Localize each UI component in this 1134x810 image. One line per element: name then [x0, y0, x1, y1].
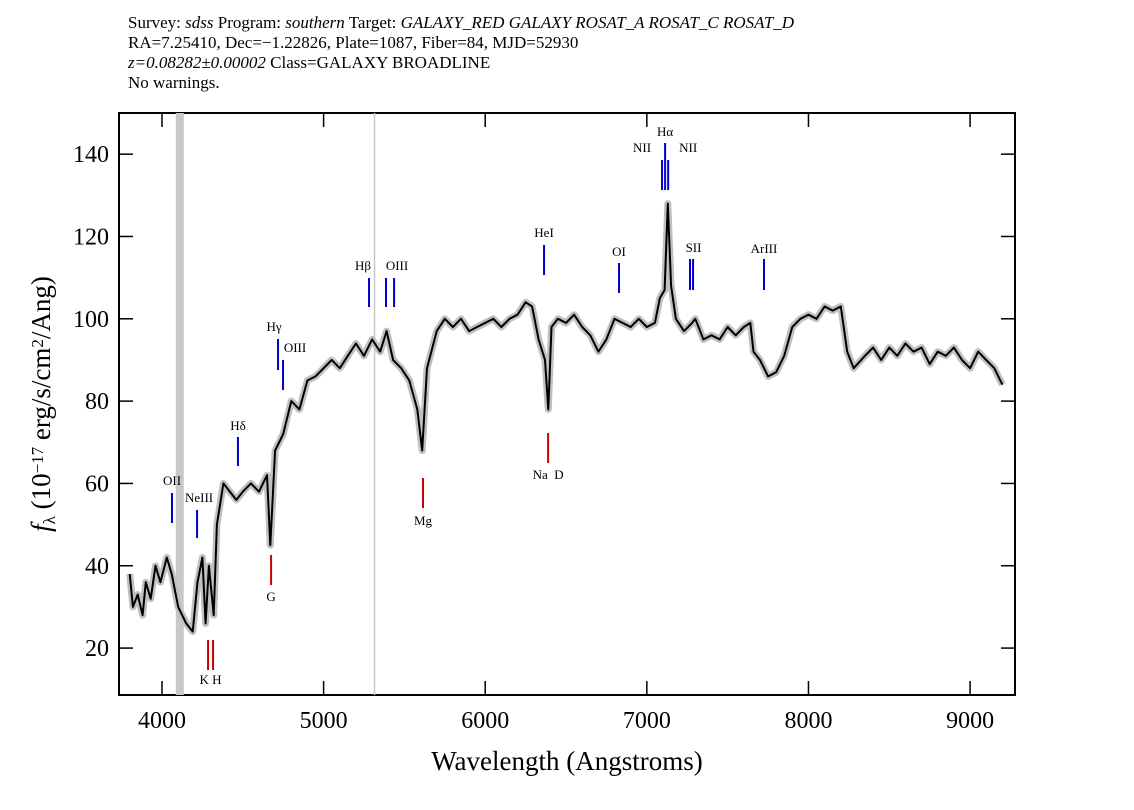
header-text: RA=7.25410, Dec=−1.22826, Plate=1087, Fi… — [128, 33, 578, 52]
y-label-part: f — [26, 521, 56, 532]
line-label: NII — [679, 140, 697, 155]
header-line: No warnings. — [128, 73, 220, 92]
x-tick-label: 7000 — [623, 708, 671, 734]
y-axis-label: fλ (10−17 erg/s/cm2/Ang) — [26, 276, 59, 532]
y-label-part: −17 — [28, 446, 47, 473]
line-label: Hδ — [230, 418, 246, 433]
x-tick-label: 4000 — [138, 708, 186, 734]
plot-frame — [118, 112, 1016, 696]
y-label-part: (10 — [26, 473, 56, 516]
line-label: OII — [163, 473, 181, 488]
line-label: Na D — [533, 467, 564, 482]
line-label: NeIII — [185, 490, 213, 505]
spectrum — [128, 202, 1004, 633]
y-tick-label: 60 — [85, 471, 109, 497]
header-text: southern — [285, 13, 345, 32]
header-text: No warnings. — [128, 73, 220, 92]
y-tick-label: 100 — [73, 307, 109, 333]
line-label: SII — [686, 240, 702, 255]
x-tick-label: 6000 — [461, 708, 509, 734]
y-tick-label: 20 — [85, 636, 109, 662]
y-label-part: λ — [40, 515, 59, 524]
x-tick-label: 5000 — [300, 708, 348, 734]
y-tick-label: 80 — [85, 389, 109, 415]
header-text: Survey: — [128, 13, 185, 32]
header-text: Class=GALAXY BROADLINE — [266, 53, 490, 72]
line-label: Hα — [657, 124, 673, 139]
y-tick-label: 120 — [73, 224, 109, 250]
header-text: z=0.08282±0.00002 — [127, 53, 266, 72]
header-line: z=0.08282±0.00002 Class=GALAXY BROADLINE — [127, 53, 490, 72]
y-label-part: /Ang) — [26, 276, 56, 339]
line-label: K H — [200, 672, 222, 687]
line-label: HeI — [534, 225, 554, 240]
line-label: Hγ — [266, 319, 281, 334]
header-line: Survey: sdss Program: southern Target: G… — [128, 13, 795, 32]
header-text: Program: — [214, 13, 286, 32]
y-tick-label: 40 — [85, 554, 109, 580]
y-label-part: erg/s/cm — [26, 348, 56, 447]
header-text: GALAXY_RED GALAXY ROSAT_A ROSAT_C ROSAT_… — [401, 13, 795, 32]
y-label-part: 2 — [28, 339, 47, 348]
header-text: Target: — [345, 13, 401, 32]
line-label: OIII — [386, 258, 408, 273]
header-line: RA=7.25410, Dec=−1.22826, Plate=1087, Fi… — [128, 33, 578, 52]
line-label: Hβ — [355, 258, 371, 273]
spectrum-error — [126, 200, 1006, 636]
x-tick-label: 9000 — [946, 708, 994, 734]
line-label: OI — [612, 244, 626, 259]
header-text: sdss — [185, 13, 214, 32]
line-label: G — [266, 589, 275, 604]
y-tick-label: 140 — [73, 142, 109, 168]
line-label: NII — [633, 140, 651, 155]
x-tick-label: 8000 — [784, 708, 832, 734]
line-label: Mg — [414, 513, 433, 528]
line-label: ArIII — [751, 241, 778, 256]
x-axis-label: Wavelength (Angstroms) — [431, 746, 703, 776]
line-label: OIII — [284, 340, 306, 355]
